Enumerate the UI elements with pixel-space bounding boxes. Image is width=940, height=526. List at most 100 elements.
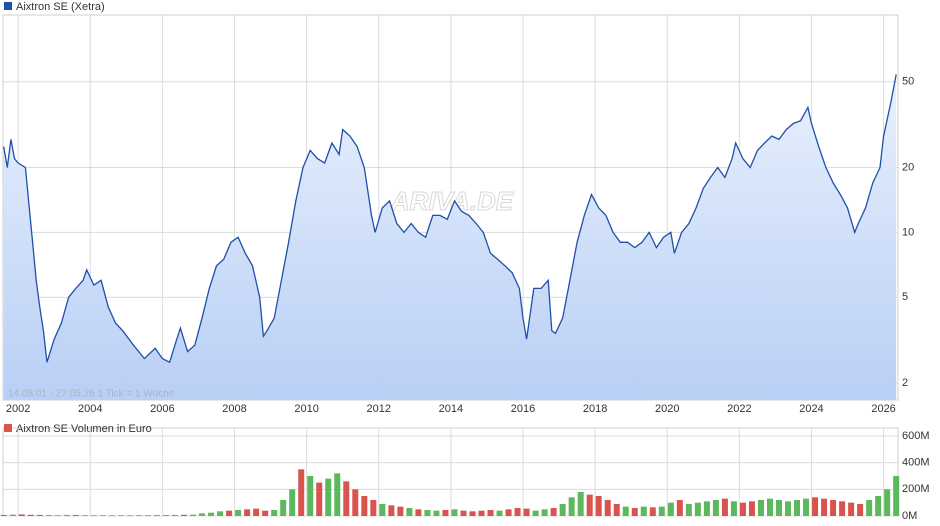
x-tick-label: 2018	[583, 403, 607, 415]
volume-bar	[496, 510, 503, 516]
x-tick-label: 2002	[6, 403, 30, 415]
volume-bar	[388, 505, 395, 516]
volume-bar	[99, 515, 106, 516]
volume-bar	[54, 515, 61, 516]
volume-bar	[162, 515, 169, 516]
volume-bar	[857, 504, 864, 516]
y-tick-label: 200M	[902, 483, 930, 495]
x-tick-label: 2024	[799, 403, 823, 415]
volume-bar	[262, 510, 269, 516]
x-tick-label: 2012	[366, 403, 390, 415]
volume-bar	[289, 489, 296, 516]
volume-bar	[685, 504, 692, 516]
volume-bar	[830, 500, 837, 516]
volume-bar	[622, 506, 629, 516]
volume-bar	[406, 508, 413, 516]
volume-bar	[63, 514, 70, 516]
volume-bar	[478, 510, 485, 516]
x-tick-label: 2004	[78, 403, 102, 415]
x-tick-label: 2006	[150, 403, 174, 415]
volume-bar	[27, 514, 34, 516]
volume-bar	[730, 501, 737, 516]
volume-bar	[325, 478, 332, 516]
y-tick-label: 50	[902, 76, 914, 88]
y-tick-label: 20	[902, 161, 914, 173]
volume-bar	[613, 504, 620, 516]
volume-bar	[848, 502, 855, 516]
volume-bar	[875, 496, 882, 516]
volume-bar	[18, 514, 25, 516]
volume-bar	[352, 489, 359, 516]
volume-bar	[893, 476, 900, 516]
legend-swatch	[4, 2, 12, 10]
volume-bar	[550, 508, 557, 516]
volume-bar	[208, 512, 215, 516]
volume-bar	[316, 482, 323, 516]
volume-bar	[821, 498, 828, 516]
volume-bar	[334, 473, 341, 516]
volume-bar	[144, 515, 151, 516]
y-tick-label: 5	[902, 291, 908, 303]
watermark: ARIVA.DE	[390, 186, 514, 216]
volume-bar	[90, 515, 97, 516]
volume-bar	[595, 496, 602, 516]
x-tick-label: 2022	[727, 403, 751, 415]
volume-bar	[108, 515, 115, 516]
volume-bar	[794, 500, 801, 516]
y-tick-label: 0M	[902, 510, 917, 522]
volume-bar	[343, 481, 350, 516]
volume-bar	[785, 501, 792, 516]
volume-bar	[577, 492, 584, 516]
x-tick-label: 2008	[222, 403, 246, 415]
volume-bar	[72, 515, 79, 516]
volume-bar	[0, 514, 7, 516]
volume-bar	[803, 498, 810, 516]
volume-bar	[514, 508, 521, 516]
volume-bar	[712, 500, 719, 516]
volume-bar	[694, 502, 701, 516]
volume-bar	[415, 509, 422, 516]
volume-bar	[117, 515, 124, 516]
volume-bar	[253, 508, 260, 516]
x-tick-label: 2020	[655, 403, 679, 415]
volume-bar	[757, 500, 764, 516]
volume-title: Aixtron SE Volumen in Euro	[16, 423, 152, 435]
y-tick-label: 10	[902, 226, 914, 238]
volume-bar	[703, 501, 710, 516]
volume-bar	[433, 510, 440, 516]
volume-bar	[676, 500, 683, 516]
volume-bar	[532, 510, 539, 516]
volume-bar	[379, 504, 386, 516]
volume-bar	[559, 504, 566, 516]
annotation: 14.08.01 - 27.05.26 1 Tick = 1 Woche	[8, 389, 175, 400]
chart-title: Aixtron SE (Xetra)	[16, 1, 105, 13]
price-line	[3, 74, 897, 364]
volume-bar	[460, 510, 467, 516]
volume-bar	[424, 510, 431, 516]
x-tick-label: 2014	[439, 403, 463, 415]
volume-bar	[866, 500, 873, 516]
volume-bar	[505, 509, 512, 516]
volume-bar	[45, 515, 52, 516]
plot-layer: 2 5 10 20 50 2002 2004 2006 2008 2010 2012 2014 2016…	[0, 15, 930, 522]
y-tick-label: 600M	[902, 430, 930, 442]
volume-bar	[370, 500, 377, 516]
y-tick-label: 2	[902, 377, 908, 389]
volume-bar	[235, 510, 242, 516]
volume-bar	[199, 513, 206, 516]
volume-bar	[631, 508, 638, 516]
volume-bar	[190, 514, 197, 516]
volume-bar	[451, 509, 458, 516]
price-area	[3, 74, 897, 400]
volume-bar	[658, 506, 665, 516]
volume-bar	[298, 469, 305, 516]
y-tick-label: 400M	[902, 457, 930, 469]
volume-bar	[442, 510, 449, 516]
volume-bar	[397, 506, 404, 516]
volume-bar	[604, 500, 611, 516]
volume-bar	[812, 497, 819, 516]
volume-bar	[586, 494, 593, 516]
volume-bar	[748, 501, 755, 516]
x-tick-label: 2026	[871, 403, 895, 415]
volume-bar	[36, 514, 43, 516]
